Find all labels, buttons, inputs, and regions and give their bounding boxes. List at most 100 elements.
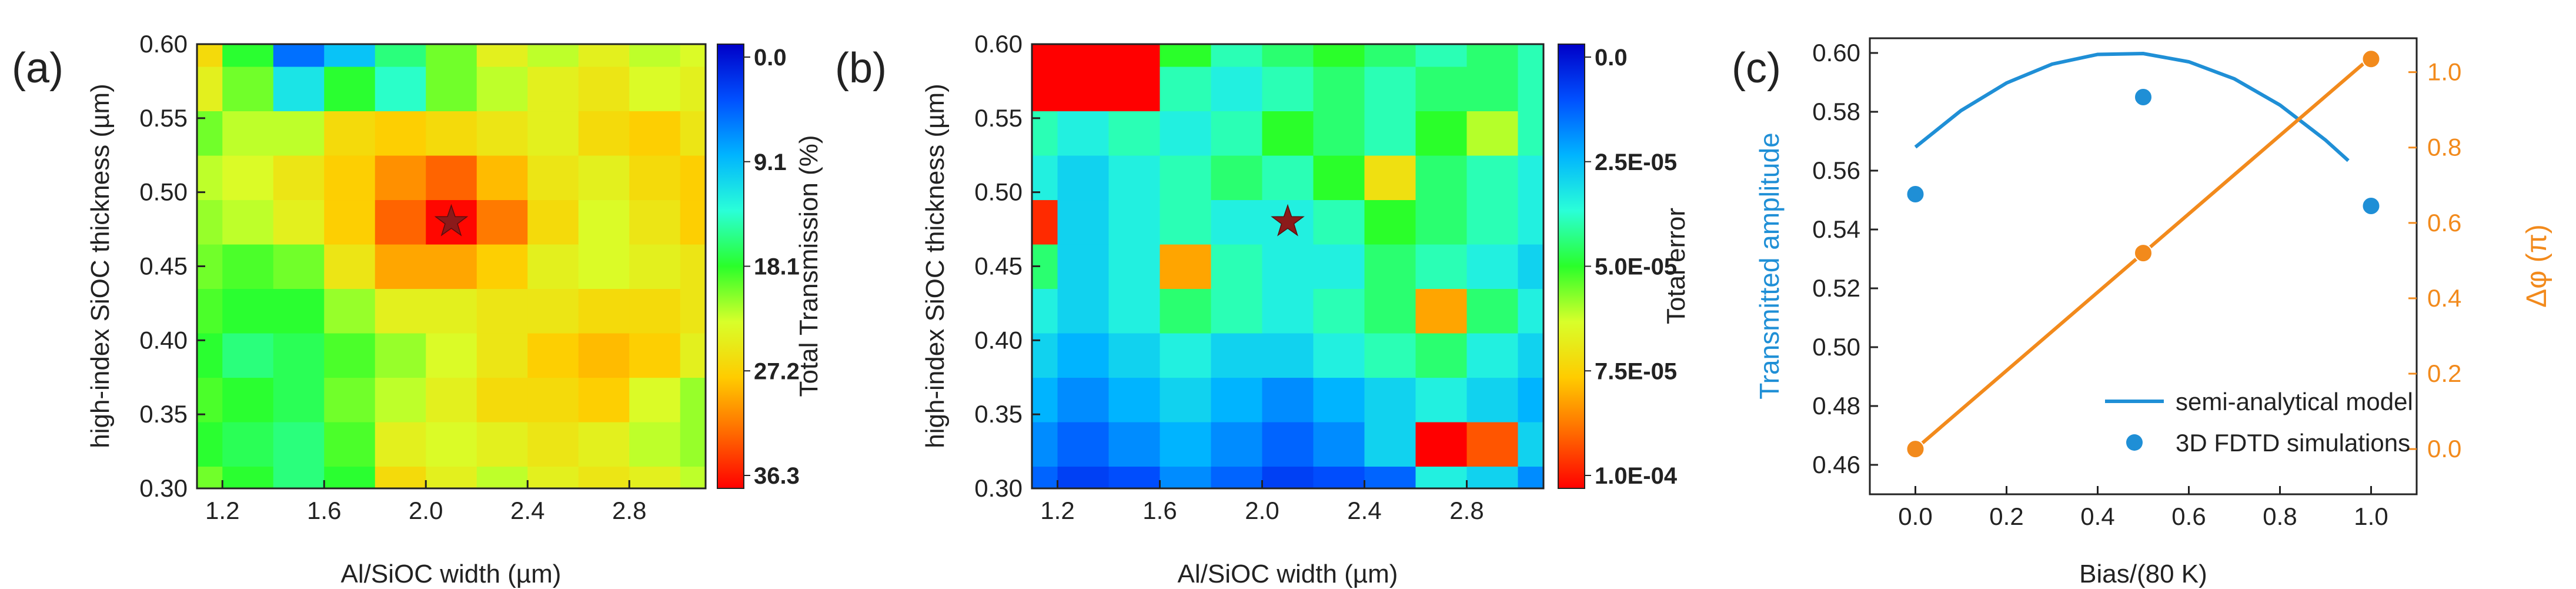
heatmap-cell: [1518, 288, 1543, 334]
heatmap-cell: [1415, 199, 1468, 245]
heatmap-cell: [222, 44, 274, 67]
heatmap-cell: [1108, 288, 1161, 334]
heatmap-cell: [1108, 244, 1161, 289]
heatmap-cell: [527, 199, 579, 245]
x-tick-label: 2.8: [1449, 497, 1484, 524]
heatmap-cell: [1518, 111, 1543, 156]
phase-point: [2361, 49, 2381, 69]
y2-tick-label: 0.0: [2427, 435, 2461, 462]
heatmap-cell: [1057, 244, 1110, 289]
y2-tick-label: 0.8: [2427, 134, 2461, 161]
heatmap-cell: [1415, 332, 1468, 378]
heatmap-cell: [426, 377, 477, 422]
heatmap-cell: [1211, 377, 1263, 422]
heatmap-cell: [1415, 244, 1468, 289]
heatmap-cell: [375, 111, 427, 156]
x-tick-label: 1.0: [2354, 503, 2388, 530]
heatmap-cell: [527, 332, 579, 378]
x-tick-label: 2.8: [612, 497, 646, 524]
heatmap-cell: [680, 44, 706, 67]
heatmap-cell: [1032, 288, 1058, 334]
colorbar-tick-label: 18.1: [754, 254, 800, 280]
y-tick-label: 0.60: [974, 30, 1023, 58]
heatmap-cell: [273, 288, 325, 334]
heatmap-cell: [578, 44, 630, 67]
heatmap-cell: [1057, 199, 1110, 245]
colorbar-tick-label: 9.1: [754, 149, 787, 175]
heatmap-cell: [1057, 288, 1110, 334]
heatmap-cell: [680, 244, 706, 289]
heatmap-cell: [375, 44, 427, 67]
heatmap-cell: [1262, 377, 1314, 422]
y-tick-label: 0.45: [974, 252, 1023, 280]
heatmap-cell: [1262, 111, 1314, 156]
fdtd-point: [2361, 197, 2381, 215]
heatmap-cell: [527, 377, 579, 422]
heatmap-cell: [629, 111, 681, 156]
heatmap-cell: [1415, 421, 1468, 467]
heatmap-cell: [375, 332, 427, 378]
heatmap-cell: [324, 244, 376, 289]
heatmap-cell: [1108, 199, 1161, 245]
heatmap-cell: [1313, 44, 1365, 67]
heatmap-cell: [324, 199, 376, 245]
colorbar-tick-label: 1.0E-04: [1595, 463, 1678, 489]
y-tick-label: 0.54: [1812, 215, 1860, 243]
heatmap-cell: [324, 66, 376, 112]
heatmap-cell: [578, 421, 630, 467]
heatmap-cell: [629, 66, 681, 112]
heatmap-cell: [1211, 44, 1263, 67]
heatmap-cell: [476, 111, 529, 156]
heatmap-cell: [324, 332, 376, 378]
heatmap-cell: [1262, 466, 1314, 488]
heatmap-cell: [1032, 421, 1058, 467]
heatmap-cell: [1160, 244, 1212, 289]
heatmap-cell: [1108, 466, 1161, 488]
heatmap-cell: [1262, 244, 1314, 289]
heatmap-cell: [1211, 332, 1263, 378]
heatmap-cell: [1415, 111, 1468, 156]
heatmap-cell: [273, 111, 325, 156]
heatmap-cell: [1160, 66, 1212, 112]
heatmap-cell: [197, 155, 223, 201]
heatmap-cell: [426, 244, 477, 289]
colorbar-tick-label: 7.5E-05: [1595, 358, 1677, 384]
x-axis-label-c: Bias/(80 K): [2079, 560, 2207, 588]
heatmap-cell: [1108, 44, 1161, 67]
heatmap-cell: [578, 244, 630, 289]
x-tick-label: 2.0: [1245, 497, 1279, 524]
heatmap-cell: [197, 377, 223, 422]
heatmap-cell: [1160, 377, 1212, 422]
heatmap-cell: [1518, 466, 1543, 488]
heatmap-cell: [1518, 44, 1543, 67]
line-chart-c: 0.0 0.2 0.4 0.6 0.8 1.0 0.46 0.48 0.50 0.52 0.54 0.…: [1812, 37, 2461, 530]
heatmap-cell: [1313, 66, 1365, 112]
heatmap-cell: [1313, 155, 1365, 201]
heatmap-cell: [629, 332, 681, 378]
heatmap-cell: [1211, 288, 1263, 334]
heatmap-cell: [680, 155, 706, 201]
heatmap-cell: [578, 466, 630, 488]
heatmap-cell: [1313, 244, 1365, 289]
heatmap-cell: [375, 155, 427, 201]
heatmap-cell: [1211, 244, 1263, 289]
heatmap-cell: [1262, 288, 1314, 334]
heatmap-cell: [1057, 377, 1110, 422]
x-tick-label: 0.8: [2263, 503, 2297, 530]
heatmap-cell: [1364, 288, 1416, 334]
plot-frame-c: [1869, 37, 2418, 495]
heatmap-cell: [1466, 244, 1519, 289]
heatmap-cell: [1211, 155, 1263, 201]
heatmap-cell: [1160, 421, 1212, 467]
x-tick-label: 0.4: [2080, 503, 2114, 530]
x-tick-label: 2.0: [409, 497, 443, 524]
heatmap-cell: [1466, 332, 1519, 378]
heatmap-cell: [1313, 111, 1365, 156]
heatmap-cell: [578, 377, 630, 422]
fdtd-point: [1906, 185, 1925, 204]
y-axis-label-c: Transmitted amplitude: [1754, 132, 1785, 399]
colorbar-a: [717, 44, 744, 489]
heatmap-cell: [426, 421, 477, 467]
y-axis-label-a: high-index SiOC thickness (µm): [86, 84, 115, 448]
heatmap-cell: [197, 44, 223, 67]
